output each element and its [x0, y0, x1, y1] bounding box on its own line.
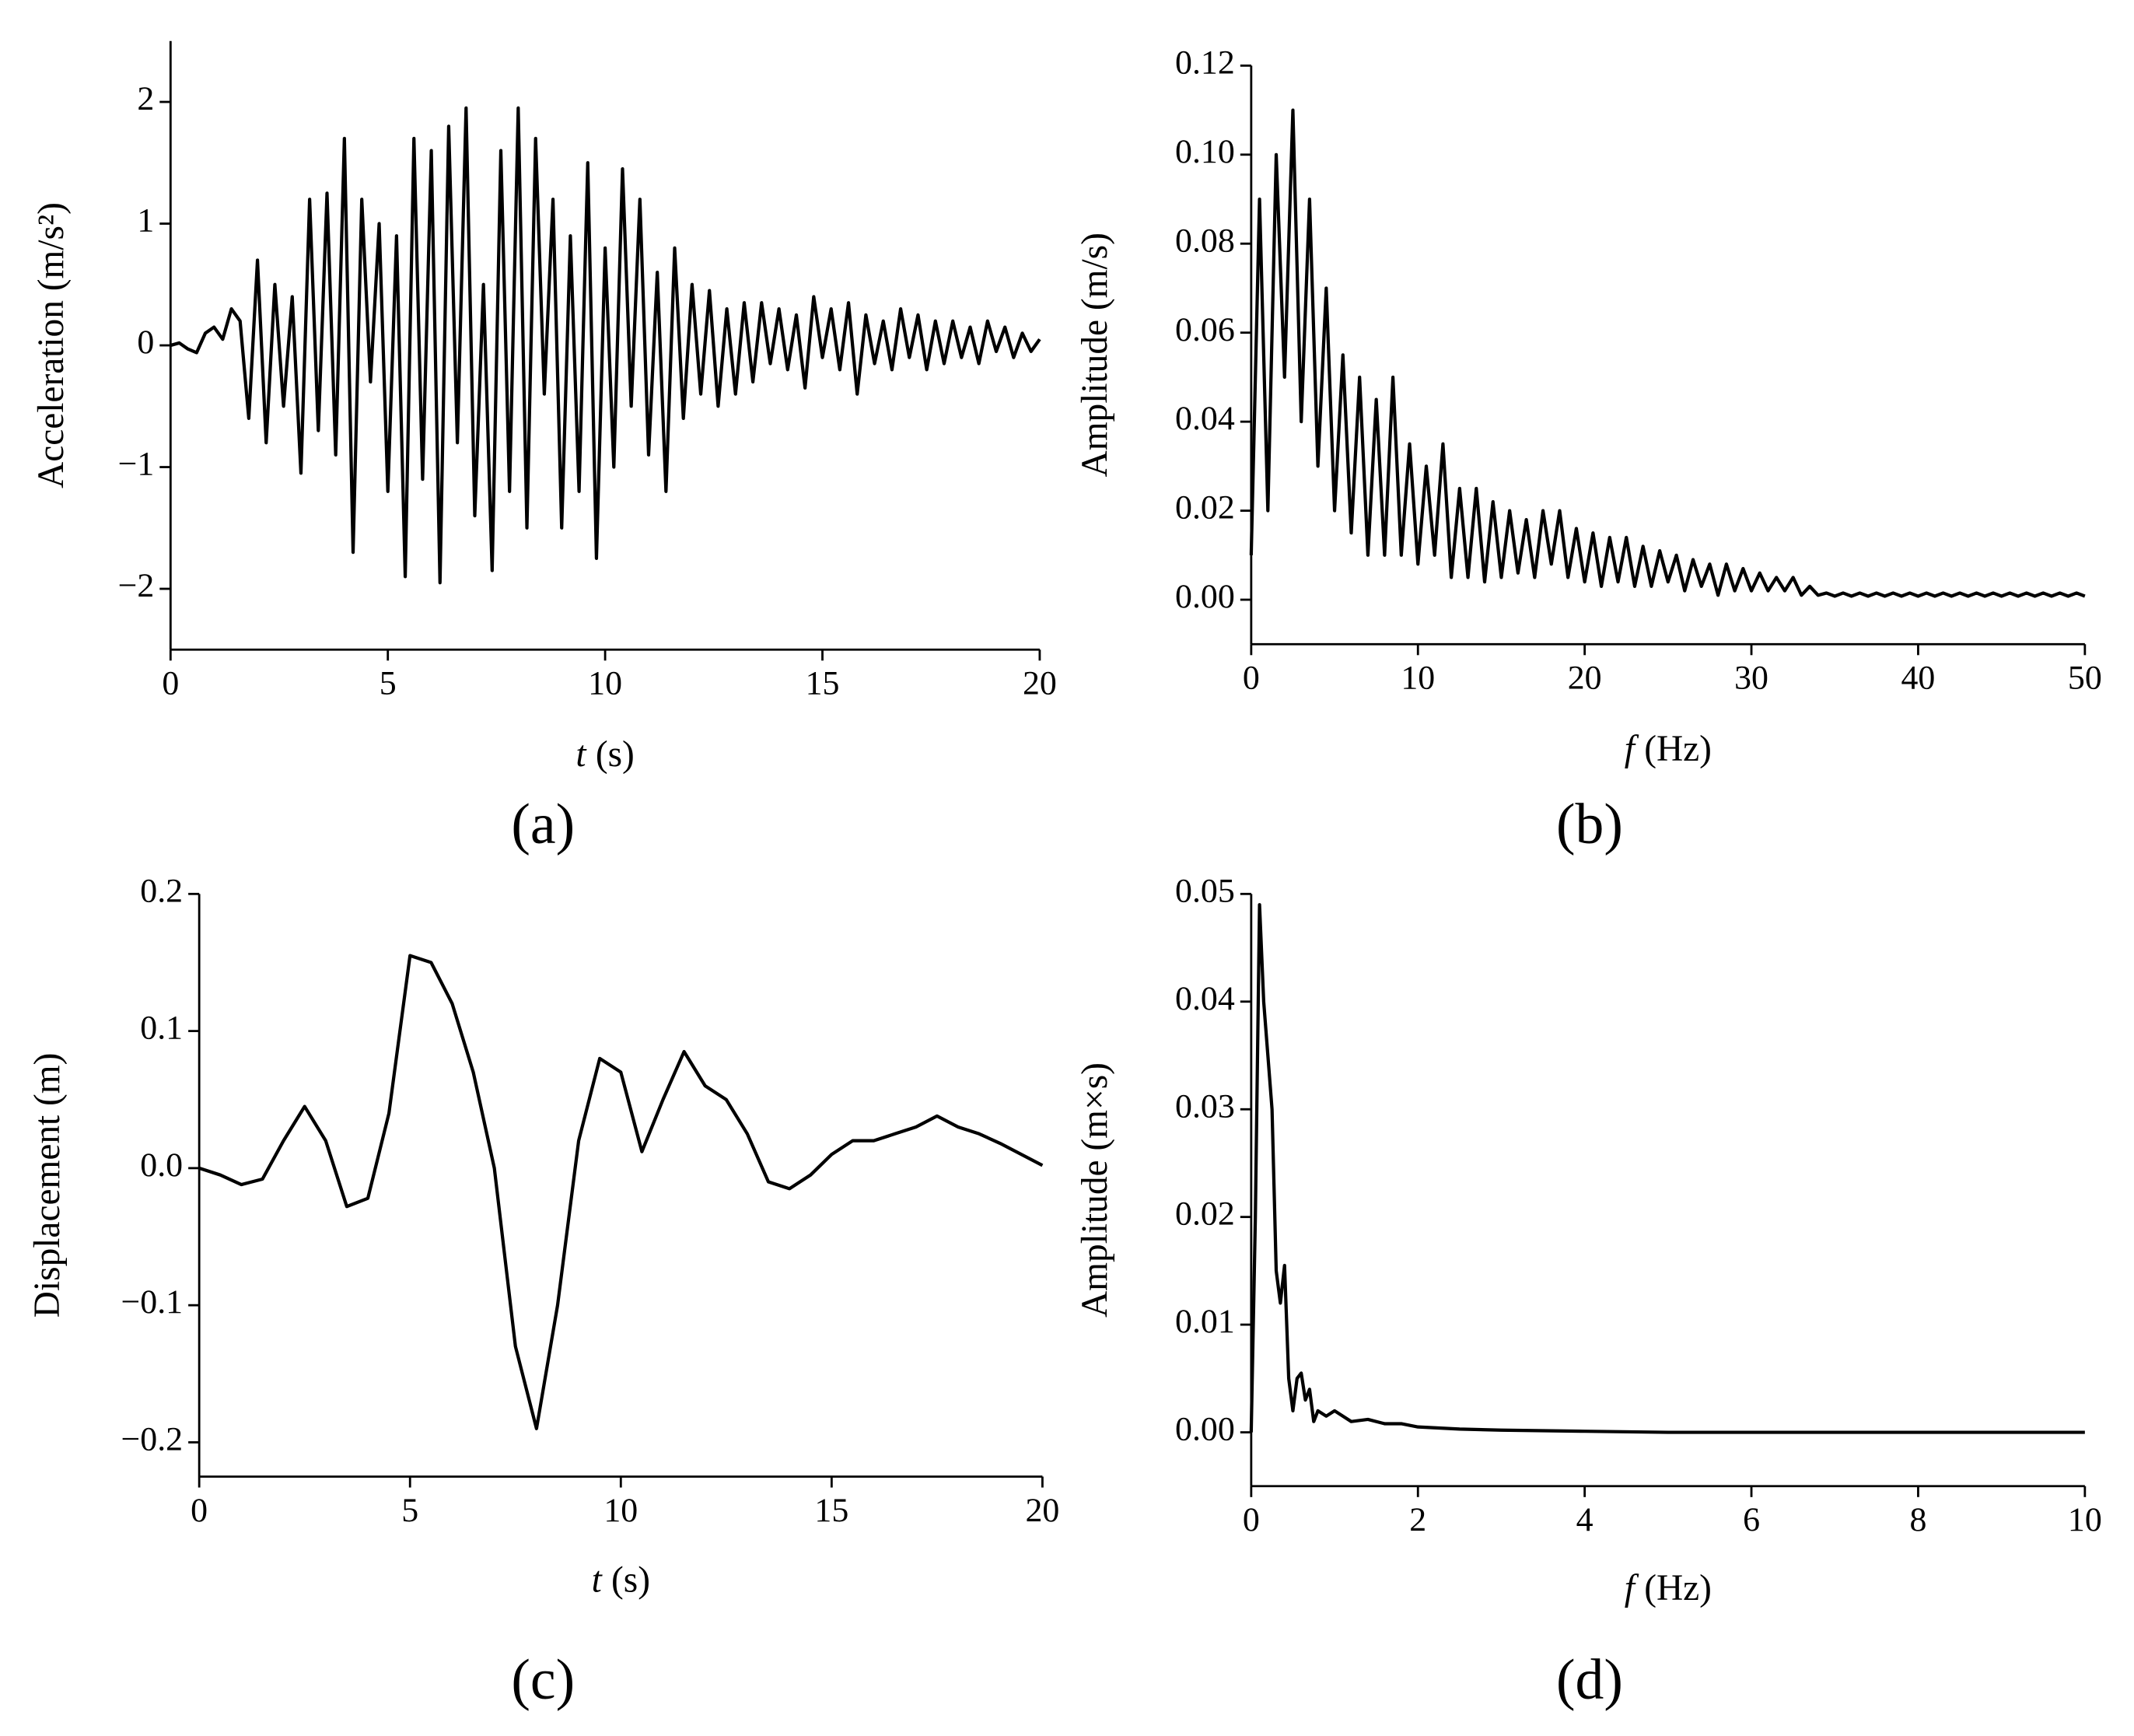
y-tick-label: 0.1 [140, 1010, 183, 1047]
x-axis-label: t (s) [592, 1559, 650, 1600]
data-line [1249, 108, 2086, 598]
y-tick-label: 0.00 [1175, 578, 1235, 615]
y-tick-label: 0.0 [140, 1146, 183, 1184]
x-tick-label: 0 [191, 1492, 208, 1529]
x-tick-label: 10 [588, 665, 622, 702]
y-axis-label: Amplitude (m/s) [1075, 233, 1115, 477]
y-tick-label: 0.03 [1175, 1087, 1235, 1125]
data-line [170, 106, 1041, 585]
y-tick-label: 0.05 [1175, 872, 1235, 909]
x-tick-label: 0 [1243, 1501, 1260, 1538]
x-tick-label: 20 [1568, 660, 1602, 697]
x-axis-unit: (Hz) [1644, 1568, 1712, 1608]
y-tick-label: 2 [137, 80, 154, 117]
y-tick-label: 0.02 [1175, 1195, 1235, 1233]
y-tick-label: 0.08 [1175, 222, 1235, 259]
x-tick-label: 15 [806, 665, 840, 702]
panel-label: (c) [511, 1647, 575, 1711]
x-tick-label: 20 [1025, 1492, 1059, 1529]
x-axis-label: t (s) [575, 734, 634, 775]
y-axis-label: Acceleration (m/s²) [31, 202, 72, 488]
y-tick-label: 0.00 [1175, 1411, 1235, 1448]
x-tick-label: 5 [401, 1492, 418, 1529]
chart-panel: −0.2 −0.1 0.0 0.1 0.2 0 5 10 15 20 Displacement (m… [27, 872, 1060, 1710]
x-tick-label: 10 [1401, 660, 1435, 697]
data-line [198, 954, 1044, 1430]
chart-panel: 0.00 0.01 0.02 0.03 0.04 0.05 0 2 4 6 8 10 Amplitude… [1075, 872, 2102, 1710]
y-tick-label: 0.04 [1175, 980, 1235, 1017]
y-tick-label: 0.10 [1175, 133, 1235, 170]
y-tick-label: −2 [118, 567, 155, 604]
x-axis-variable: f [1625, 729, 1639, 769]
x-tick-label: 2 [1409, 1501, 1426, 1538]
x-axis-variable: t [592, 1559, 603, 1600]
x-tick-label: 6 [1743, 1501, 1760, 1538]
y-tick-label: −0.1 [121, 1283, 184, 1321]
x-tick-label: 10 [603, 1492, 638, 1529]
x-axis-unit: (Hz) [1644, 729, 1712, 769]
y-tick-label: 1 [137, 202, 154, 240]
x-tick-label: 50 [2068, 660, 2102, 697]
y-tick-label: −0.2 [121, 1420, 184, 1458]
panel-label: (a) [511, 792, 575, 856]
y-tick-label: 0.12 [1175, 44, 1235, 81]
x-tick-label: 5 [380, 665, 397, 702]
x-tick-label: 30 [1734, 660, 1768, 697]
x-axis-variable: t [575, 734, 587, 775]
x-axis-unit: (s) [611, 1559, 650, 1600]
y-axis-label: Amplitude (m×s) [1075, 1062, 1115, 1318]
y-tick-label: −1 [118, 446, 155, 483]
x-tick-label: 40 [1901, 660, 1936, 697]
y-axis-label: Displacement (m) [27, 1053, 68, 1318]
panel-label: (d) [1556, 1647, 1623, 1711]
x-axis-label: f (Hz) [1625, 729, 1712, 769]
x-axis-variable: f [1625, 1568, 1639, 1608]
y-tick-label: 0.04 [1175, 400, 1235, 437]
x-axis-label: f (Hz) [1625, 1568, 1712, 1608]
y-tick-label: 0.06 [1175, 311, 1235, 348]
chart-panel: 0.00 0.02 0.04 0.06 0.08 0.10 0.12 0 10 20 30 40 50 A… [1075, 44, 2102, 855]
x-tick-label: 8 [1909, 1501, 1926, 1538]
x-tick-label: 0 [1243, 660, 1260, 697]
panel-label: (b) [1556, 792, 1623, 856]
data-line [1249, 903, 2085, 1434]
y-tick-label: 0 [137, 324, 154, 361]
x-tick-label: 4 [1576, 1501, 1594, 1538]
y-tick-label: 0.2 [140, 872, 183, 909]
x-axis-unit: (s) [596, 734, 635, 775]
x-tick-label: 0 [162, 665, 179, 702]
y-tick-label: 0.01 [1175, 1303, 1235, 1340]
y-tick-label: 0.02 [1175, 489, 1235, 527]
x-tick-label: 20 [1023, 665, 1057, 702]
x-tick-label: 15 [814, 1492, 848, 1529]
x-tick-label: 10 [2068, 1501, 2102, 1538]
